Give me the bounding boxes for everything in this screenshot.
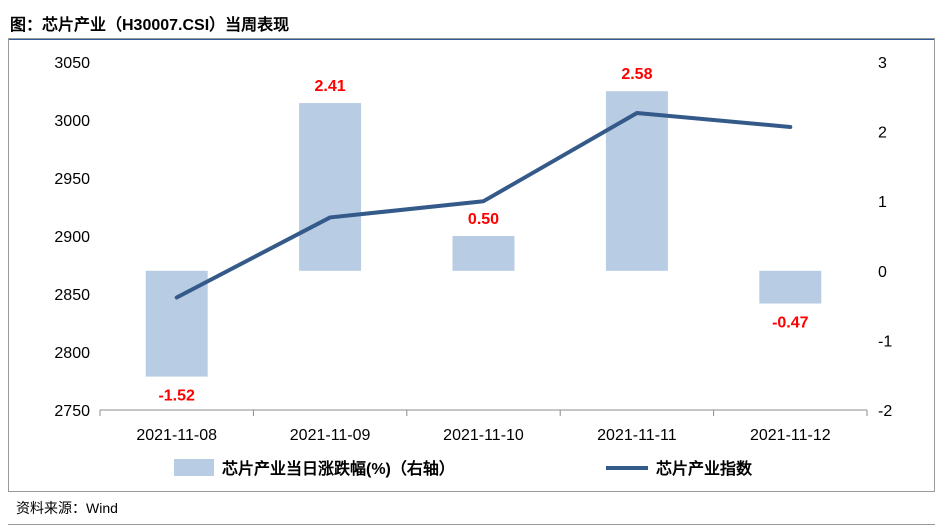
right-axis-tick-label: 2: [878, 125, 887, 142]
chart-frame: [8, 38, 935, 492]
left-axis-tick-label: 2800: [54, 345, 90, 362]
legend-bar-label: 芯片产业当日涨跌幅(%)（右轴）: [222, 459, 455, 478]
bar: [605, 91, 668, 271]
bar: [759, 270, 822, 304]
left-axis-tick-label: 2850: [54, 287, 90, 304]
left-axis-tick-label: 2900: [54, 229, 90, 246]
x-axis-category-label: 2021-11-10: [443, 427, 524, 444]
left-axis-ticks: 2750 2800 2850 2900 2950 3000 3050: [54, 55, 90, 420]
page-title: 图：芯片产业（H30007.CSI）当周表现: [10, 17, 290, 34]
right-axis-tick-label: -2: [878, 403, 892, 420]
bar-data-label: -0.47: [772, 315, 809, 332]
bar-data-labels: -1.52 2.41 0.50 2.58 -0.47: [158, 66, 808, 404]
line-series: [174, 111, 793, 300]
right-axis-tick-label: 1: [878, 194, 887, 211]
left-axis-tick-label: 3050: [54, 55, 90, 72]
legend: 芯片产业当日涨跌幅(%)（右轴） 芯片产业指数: [174, 459, 753, 478]
right-axis-tick-label: 3: [878, 55, 887, 72]
x-axis-ticks: 2021-11-08 2021-11-09 2021-11-10 2021-11-11…: [99, 410, 868, 444]
x-axis-category-label: 2021-11-09: [290, 427, 371, 444]
legend-bar-swatch: [174, 459, 214, 476]
left-axis-tick-label: 2950: [54, 171, 90, 188]
left-axis-tick-label: 3000: [54, 113, 90, 130]
x-axis-category-label: 2021-11-11: [597, 427, 677, 444]
x-axis-category-label: 2021-11-12: [750, 427, 831, 444]
source-note: 资料来源：Wind: [16, 500, 118, 516]
bar-data-label: 0.50: [468, 211, 499, 228]
bar-data-label: 2.58: [621, 66, 652, 83]
right-axis-tick-label: 0: [878, 264, 887, 281]
bar: [299, 103, 362, 271]
legend-line-label: 芯片产业指数: [656, 459, 753, 478]
index-line: [174, 111, 793, 300]
bar: [452, 236, 515, 271]
bottom-rule: [8, 524, 935, 525]
bar-series: [145, 91, 822, 377]
title-bar: 图：芯片产业（H30007.CSI）当周表现: [8, 4, 935, 40]
x-axis-category-label: 2021-11-08: [136, 427, 217, 444]
bar-data-label: -1.52: [158, 388, 195, 405]
bar-data-label: 2.41: [315, 78, 346, 95]
right-axis-tick-label: -1: [878, 333, 892, 350]
left-axis-tick-label: 2750: [54, 403, 90, 420]
right-axis-ticks: -2 -1 0 1 2 3: [878, 55, 892, 420]
